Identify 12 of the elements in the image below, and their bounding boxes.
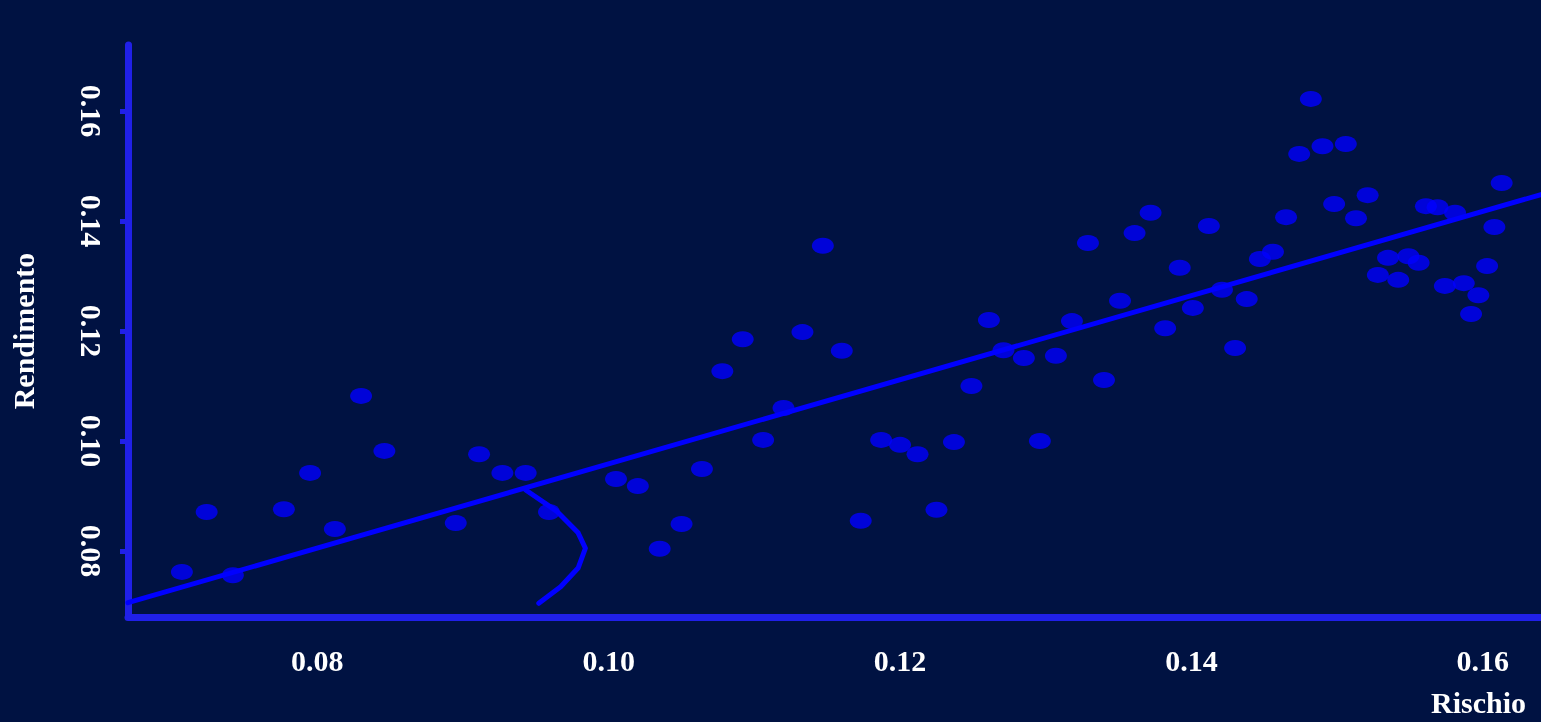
x-axis-title: Rischio <box>1430 685 1526 719</box>
x-tick-label: 0.10 <box>582 643 635 677</box>
y-tick-label: 0.14 <box>74 194 108 248</box>
y-tick-label: 0.16 <box>74 84 108 138</box>
x-tick-label: 0.14 <box>1165 643 1218 677</box>
y-tick-label: 0.08 <box>74 524 108 578</box>
y-tick-label: 0.12 <box>74 304 108 358</box>
y-axis-title: Rendimento <box>6 252 40 410</box>
x-tick-label: 0.16 <box>1456 643 1509 677</box>
x-tick-label: 0.08 <box>291 643 344 677</box>
x-tick-label: 0.12 <box>873 643 927 677</box>
y-tick-label: 0.10 <box>74 414 108 468</box>
